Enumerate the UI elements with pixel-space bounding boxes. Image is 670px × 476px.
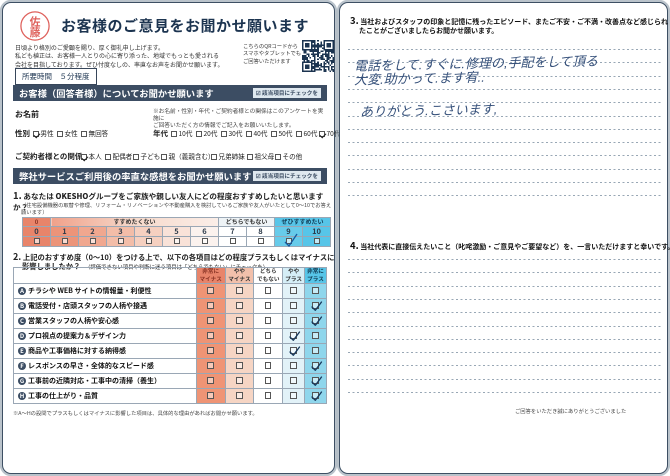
svg-text:藤: 藤 xyxy=(30,24,41,40)
